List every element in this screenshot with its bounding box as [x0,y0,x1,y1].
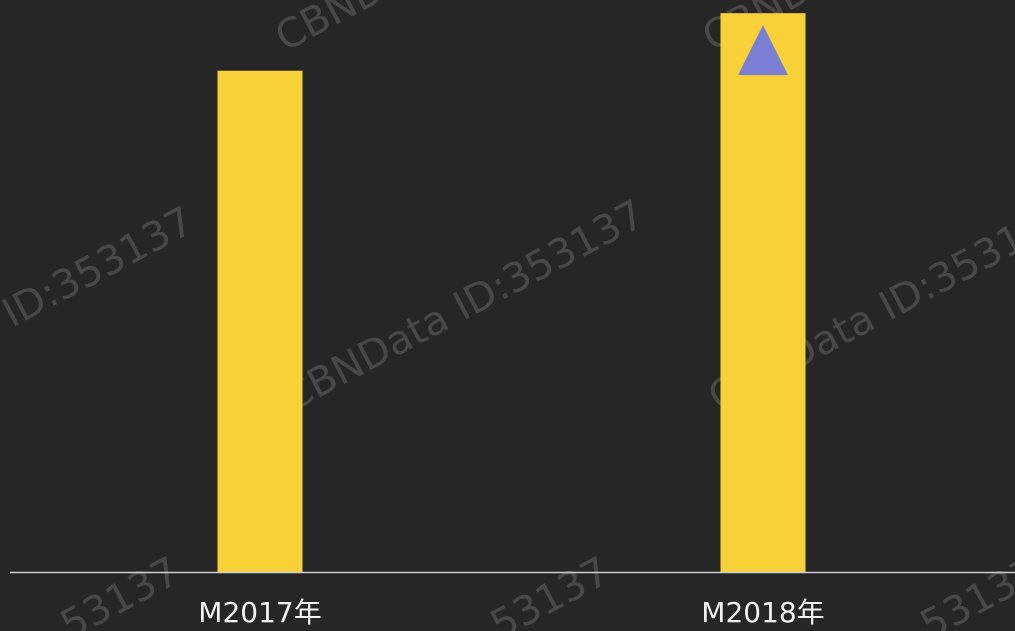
up-triangle-marker [738,25,788,76]
markers-group [738,25,788,76]
watermark-text: CBNData [268,0,449,61]
bars-group [217,13,806,573]
watermark-text: ID:353137 [0,198,201,337]
bar-2 [720,13,806,573]
bar-1 [217,70,303,572]
watermark-text: 53137 [53,548,187,631]
watermark-text: 53137 [913,548,1015,631]
tick-labels-group: M2017年 M2018年 [198,596,824,629]
x-tick-label: M2018年 [701,596,824,629]
watermark-text: CBNData ID:353137 [275,191,652,420]
x-tick-label: M2017年 [198,596,321,629]
watermark-text: 53137 [483,548,617,631]
